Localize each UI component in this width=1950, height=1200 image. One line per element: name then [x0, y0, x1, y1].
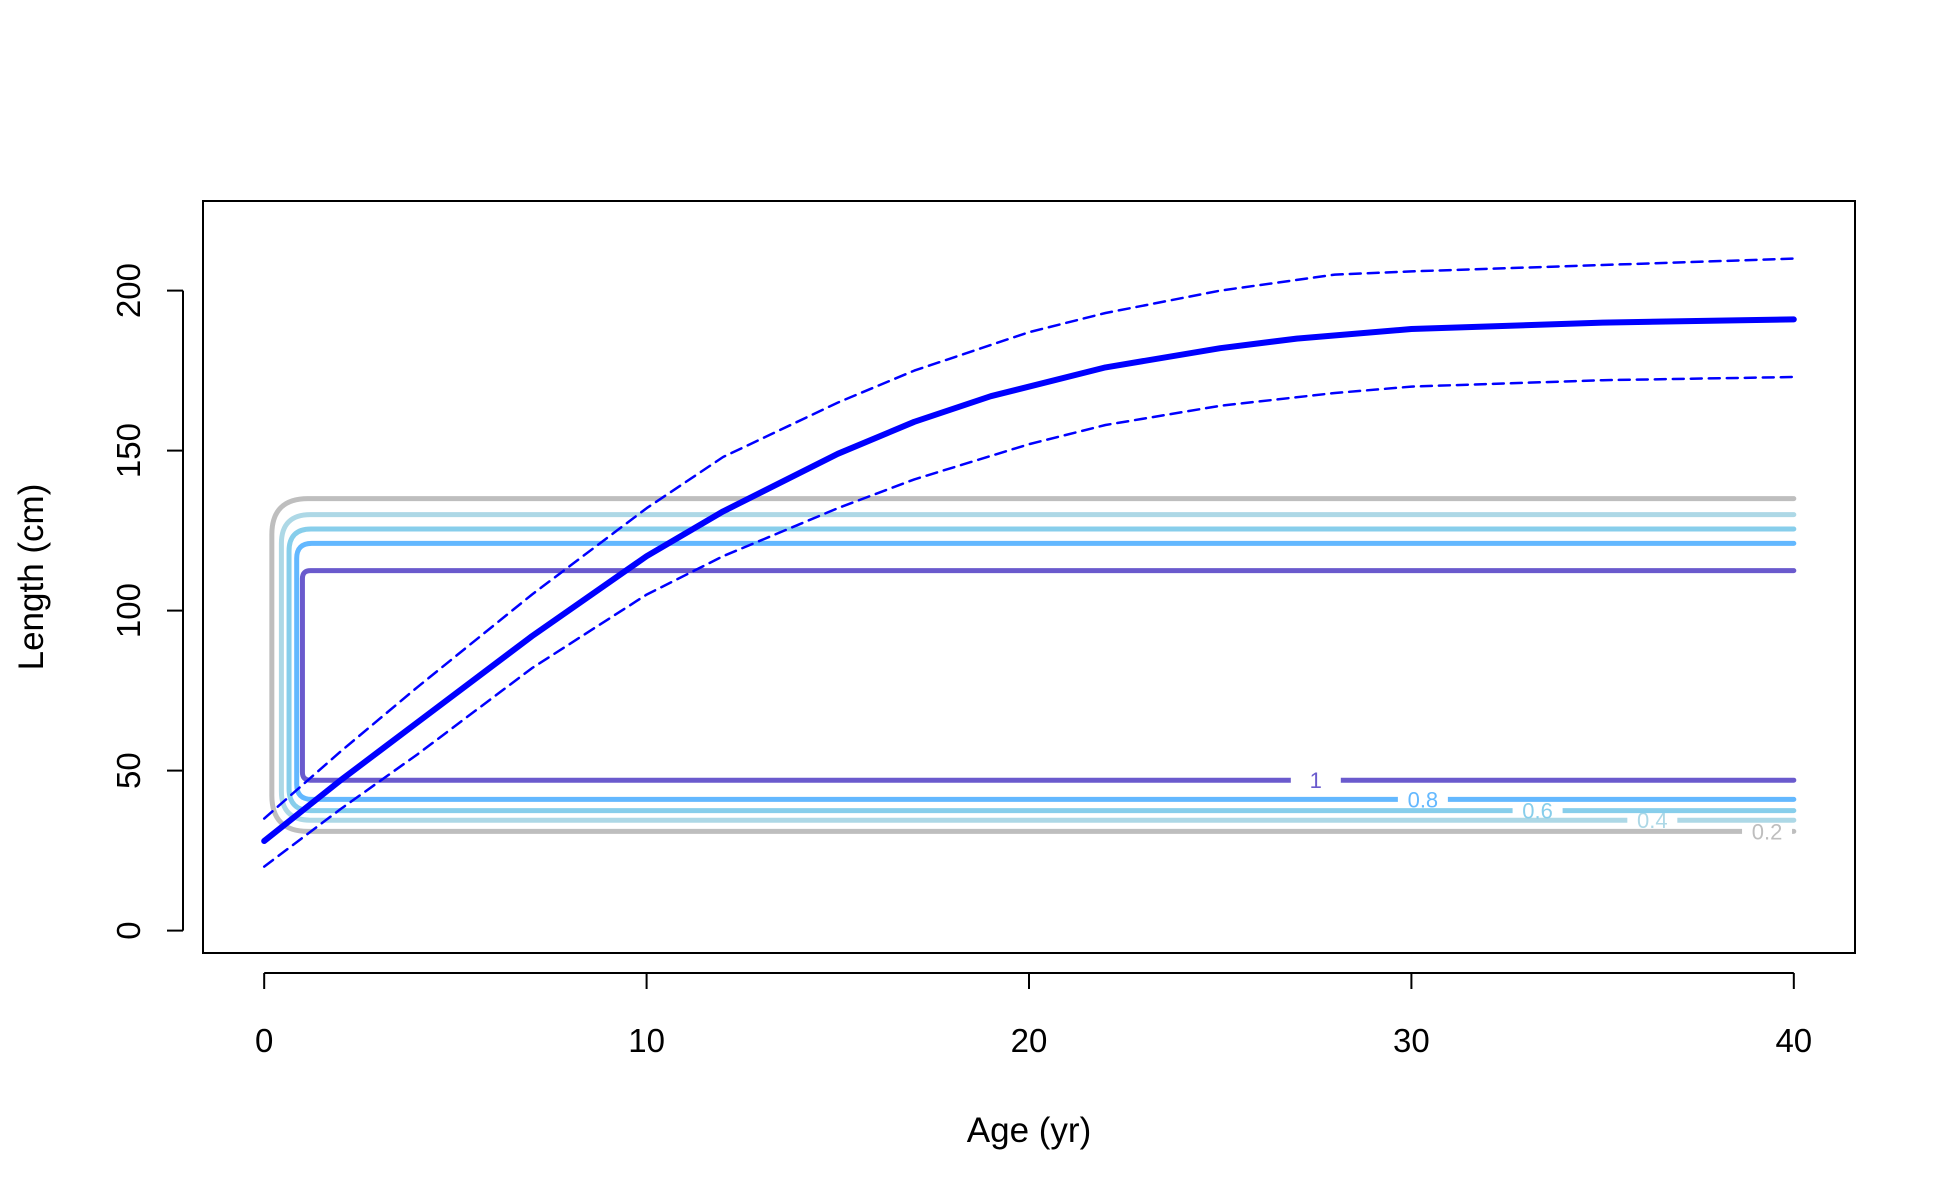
- x-tick-label: 0: [255, 1022, 273, 1059]
- y-tick-label: 200: [110, 263, 147, 318]
- y-axis-title: Length (cm): [12, 484, 51, 671]
- y-tick-label: 150: [110, 423, 147, 478]
- contour-label-gap: [1397, 793, 1448, 806]
- x-tick-label: 20: [1011, 1022, 1048, 1059]
- contour-label: 1: [1310, 768, 1322, 793]
- contour-line-0-4: [278, 512, 1797, 823]
- y-tick-label: 0: [110, 921, 147, 939]
- lower-bound-line: [262, 375, 1796, 868]
- contour-label: 0.8: [1408, 787, 1439, 812]
- contour-label: 0.2: [1752, 819, 1783, 844]
- contour-label: 0.6: [1522, 799, 1553, 824]
- contour-label-gap: [1627, 814, 1678, 827]
- y-axis: 0 50 100 150 200: [110, 263, 184, 940]
- x-tick-label: 10: [628, 1022, 665, 1059]
- contour-layer: 0.20.40.60.81: [269, 496, 1797, 844]
- series-layer: [261, 257, 1797, 868]
- contour-line-0-8: [294, 540, 1797, 802]
- contour-label-gap: [1742, 825, 1793, 838]
- x-tick-label: 30: [1393, 1022, 1430, 1059]
- plot-frame: [202, 200, 1856, 954]
- contour-label-gap: [1290, 774, 1341, 787]
- x-tick-label: 40: [1775, 1022, 1812, 1059]
- contour-line-0-2: [269, 496, 1797, 834]
- y-tick-label: 100: [110, 583, 147, 638]
- x-axis: 0 10 20 30 40: [255, 972, 1812, 1059]
- y-tick-label: 50: [110, 752, 147, 789]
- mean-growth-line: [261, 316, 1797, 844]
- x-axis-title: Age (yr): [967, 1111, 1091, 1150]
- contour-line-1: [299, 568, 1797, 783]
- contour-label-gap: [1512, 804, 1563, 817]
- upper-bound-line: [262, 257, 1796, 820]
